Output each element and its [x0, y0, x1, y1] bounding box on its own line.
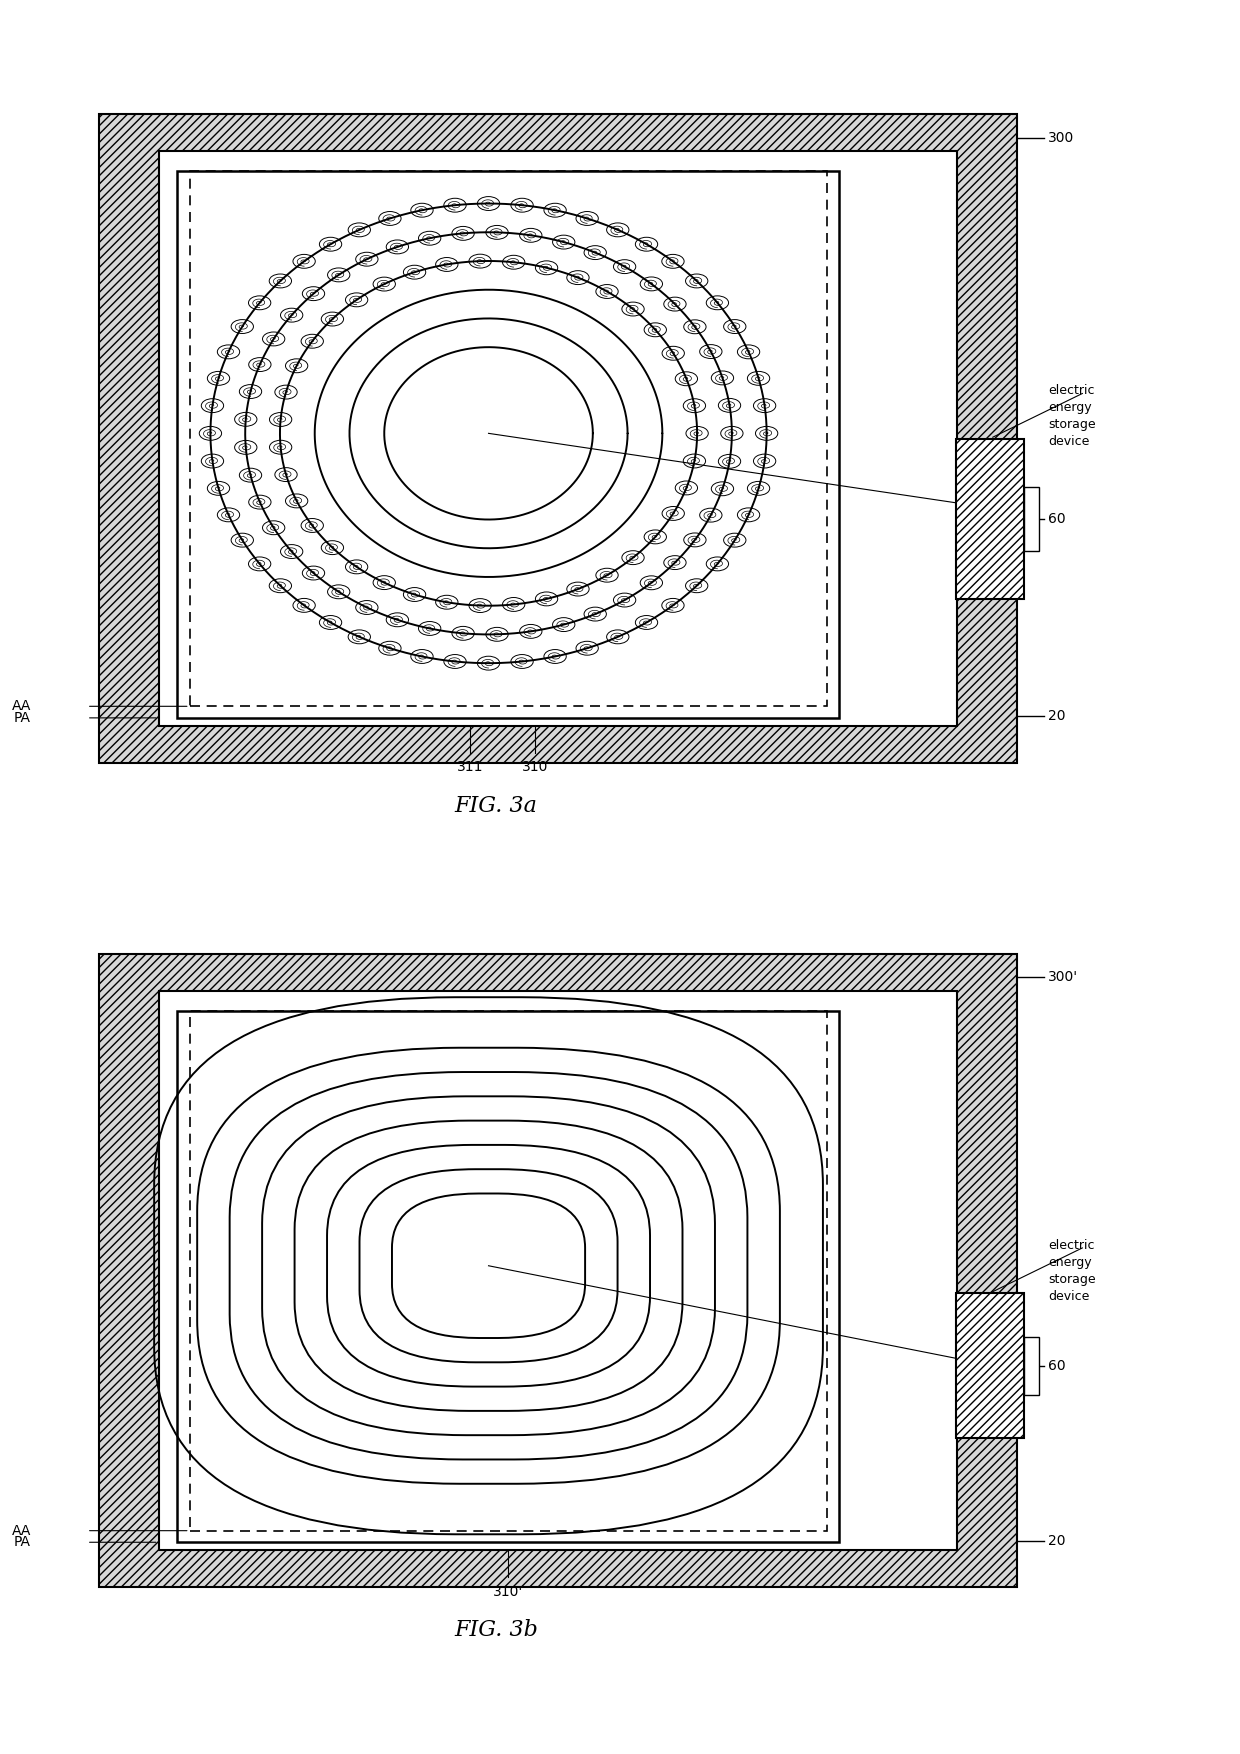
Text: 311: 311 [456, 759, 484, 774]
Bar [1024, 486, 1039, 551]
Text: AA: AA [11, 700, 31, 714]
Text: 300: 300 [1048, 130, 1074, 144]
Text: 310': 310' [494, 1584, 523, 1598]
Bar [177, 1010, 839, 1542]
Bar [99, 954, 1017, 1587]
Bar [956, 438, 1024, 600]
Text: PA: PA [14, 710, 31, 724]
Text: electric
energy
storage
device: electric energy storage device [1048, 384, 1095, 449]
Bar [159, 151, 957, 726]
Text: FIG. 3a: FIG. 3a [455, 795, 537, 817]
Bar [190, 1010, 827, 1531]
Bar [956, 438, 1024, 600]
Text: 60: 60 [1048, 1359, 1065, 1373]
Text: 300': 300' [1048, 970, 1078, 984]
Bar [956, 1293, 1024, 1438]
Bar [190, 170, 827, 707]
Text: 60: 60 [1048, 512, 1065, 526]
Text: 20: 20 [1048, 1533, 1065, 1547]
Bar [159, 991, 957, 1551]
Text: 310: 310 [522, 759, 548, 774]
Bar [956, 1293, 1024, 1438]
Text: PA: PA [14, 1535, 31, 1549]
Bar [177, 170, 839, 717]
Text: AA: AA [11, 1524, 31, 1538]
Text: 20: 20 [1048, 709, 1065, 723]
Bar [99, 114, 1017, 763]
Bar [1024, 1337, 1039, 1394]
Text: electric
energy
storage
device: electric energy storage device [1048, 1238, 1095, 1303]
Text: FIG. 3b: FIG. 3b [454, 1619, 538, 1642]
